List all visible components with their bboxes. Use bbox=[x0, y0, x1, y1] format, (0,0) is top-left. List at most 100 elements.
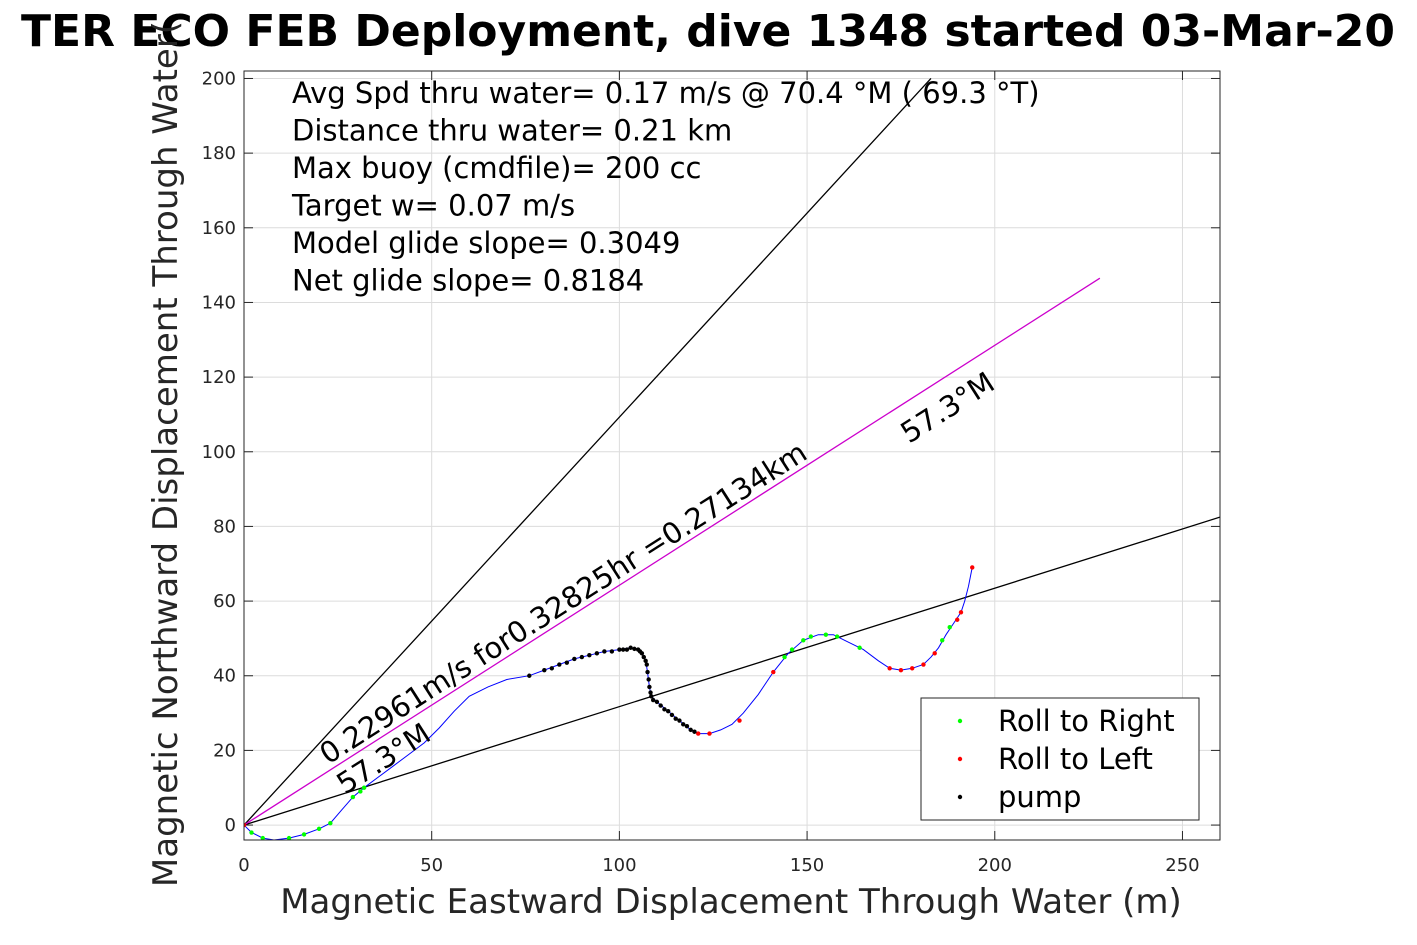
marker-pump bbox=[620, 647, 626, 652]
annotation-line: Model glide slope= 0.3049 bbox=[292, 226, 680, 260]
legend-marker bbox=[957, 794, 963, 800]
y-tick-label: 140 bbox=[202, 292, 236, 313]
marker-pump bbox=[681, 722, 686, 727]
legend-entry: pump bbox=[998, 780, 1081, 814]
marker-pump bbox=[609, 649, 615, 654]
x-tick-label: 200 bbox=[978, 855, 1012, 876]
x-tick-label: 250 bbox=[1165, 855, 1199, 876]
y-tick-label: 100 bbox=[202, 442, 236, 463]
marker-roll-to-left bbox=[909, 666, 915, 671]
marker-roll-to-left bbox=[970, 565, 975, 570]
marker-roll-to-right bbox=[789, 647, 795, 652]
reference-line bbox=[244, 78, 932, 826]
y-tick-label: 40 bbox=[213, 666, 236, 687]
marker-pump bbox=[594, 651, 600, 656]
marker-pump bbox=[644, 662, 649, 667]
marker-pump bbox=[688, 727, 693, 733]
legend: Roll to Right Roll to Left pump bbox=[920, 697, 1200, 821]
marker-roll-to-left bbox=[887, 666, 892, 671]
marker-roll-to-left bbox=[932, 651, 937, 656]
y-tick-label: 20 bbox=[213, 740, 236, 761]
marker-pump bbox=[542, 667, 547, 673]
marker-pump bbox=[654, 699, 660, 705]
legend-marker bbox=[957, 718, 963, 724]
x-tick-label: 0 bbox=[238, 855, 249, 876]
annotation-line: Distance thru water= 0.21 km bbox=[292, 114, 732, 148]
marker-pump bbox=[564, 660, 570, 665]
marker-pump bbox=[665, 709, 671, 714]
marker-pump bbox=[549, 666, 555, 671]
marker-roll-to-right bbox=[782, 654, 787, 660]
marker-pump bbox=[643, 658, 648, 664]
marker-roll-to-left bbox=[898, 667, 904, 673]
y-tick-label: 0 bbox=[225, 815, 236, 836]
marker-roll-to-right bbox=[358, 789, 363, 794]
marker-pump bbox=[602, 649, 607, 654]
marker-roll-to-right bbox=[301, 832, 307, 837]
marker-pump bbox=[673, 716, 678, 721]
marker-pump bbox=[645, 669, 650, 675]
marker-pump bbox=[579, 654, 585, 660]
marker-pump bbox=[692, 729, 697, 734]
y-tick-label: 80 bbox=[213, 516, 236, 537]
chart-title: TER ECO FEB Deployment, dive 1348 starte… bbox=[21, 6, 1395, 57]
marker-pump bbox=[632, 646, 637, 652]
x-tick-label: 50 bbox=[420, 855, 443, 876]
marker-pump bbox=[646, 677, 651, 682]
y-tick-label: 160 bbox=[202, 218, 236, 239]
marker-roll-to-left bbox=[921, 662, 926, 667]
marker-pump bbox=[648, 690, 653, 695]
marker-roll-to-left bbox=[771, 669, 776, 675]
plot-border bbox=[243, 70, 1221, 841]
marker-roll-to-right bbox=[857, 645, 862, 650]
marker-roll-to-right bbox=[808, 634, 814, 639]
y-tick-label: 200 bbox=[202, 68, 236, 89]
marker-pump bbox=[628, 645, 633, 650]
marker-roll-to-right bbox=[286, 835, 292, 840]
x-axis-label: Magnetic Eastward Displacement Through W… bbox=[280, 882, 1182, 922]
marker-pump bbox=[649, 694, 654, 699]
marker-pump bbox=[639, 651, 645, 656]
annotation-line: Net glide slope= 0.8184 bbox=[292, 264, 644, 298]
reference-line bbox=[244, 516, 1220, 826]
marker-pump bbox=[617, 647, 622, 652]
marker-pump bbox=[572, 656, 577, 662]
marker-roll-to-right bbox=[823, 632, 829, 637]
marker-roll-to-left bbox=[737, 718, 742, 723]
marker-roll-to-left bbox=[958, 610, 964, 615]
reference-line bbox=[244, 277, 1101, 826]
annotation-line: Avg Spd thru water= 0.17 m/s @ 70.4 °M (… bbox=[292, 76, 1040, 110]
marker-pump bbox=[650, 697, 656, 703]
annotation-line: Max buoy (cmdfile)= 200 cc bbox=[292, 151, 701, 185]
marker-pump bbox=[658, 703, 663, 708]
marker-roll-to-right bbox=[350, 794, 356, 800]
marker-roll-to-right bbox=[947, 625, 952, 630]
x-tick-label: 150 bbox=[790, 855, 824, 876]
marker-roll-to-left bbox=[244, 822, 247, 828]
legend-entry: Roll to Left bbox=[998, 742, 1153, 776]
marker-roll-to-right bbox=[940, 638, 945, 643]
marker-roll-to-right bbox=[361, 785, 367, 790]
marker-roll-to-right bbox=[249, 830, 254, 835]
marker-pump bbox=[557, 662, 562, 667]
marker-pump bbox=[677, 718, 682, 723]
marker-roll-to-right bbox=[834, 634, 840, 639]
marker-pump bbox=[641, 654, 646, 660]
legend-marker bbox=[957, 756, 963, 762]
marker-roll-to-right bbox=[316, 826, 322, 832]
marker-pump bbox=[662, 707, 667, 712]
y-tick-label: 120 bbox=[202, 367, 236, 388]
marker-pump bbox=[624, 647, 630, 652]
marker-roll-to-left bbox=[707, 731, 712, 736]
y-axis-label: Magnetic Northward Displacement Through … bbox=[146, 21, 186, 887]
marker-pump bbox=[647, 684, 652, 690]
plot-area: 0 50 100 150 200 250 0 20 40 60 80 100 120 140 160 180 2… bbox=[202, 68, 1221, 876]
marker-roll-to-left bbox=[955, 617, 960, 622]
x-tick-label: 100 bbox=[602, 855, 636, 876]
marker-pump bbox=[587, 653, 592, 658]
annotation-line: Target w= 0.07 m/s bbox=[291, 189, 575, 223]
marker-pump bbox=[527, 673, 532, 678]
legend-entry: Roll to Right bbox=[998, 704, 1175, 738]
y-tick-label: 180 bbox=[202, 143, 236, 164]
